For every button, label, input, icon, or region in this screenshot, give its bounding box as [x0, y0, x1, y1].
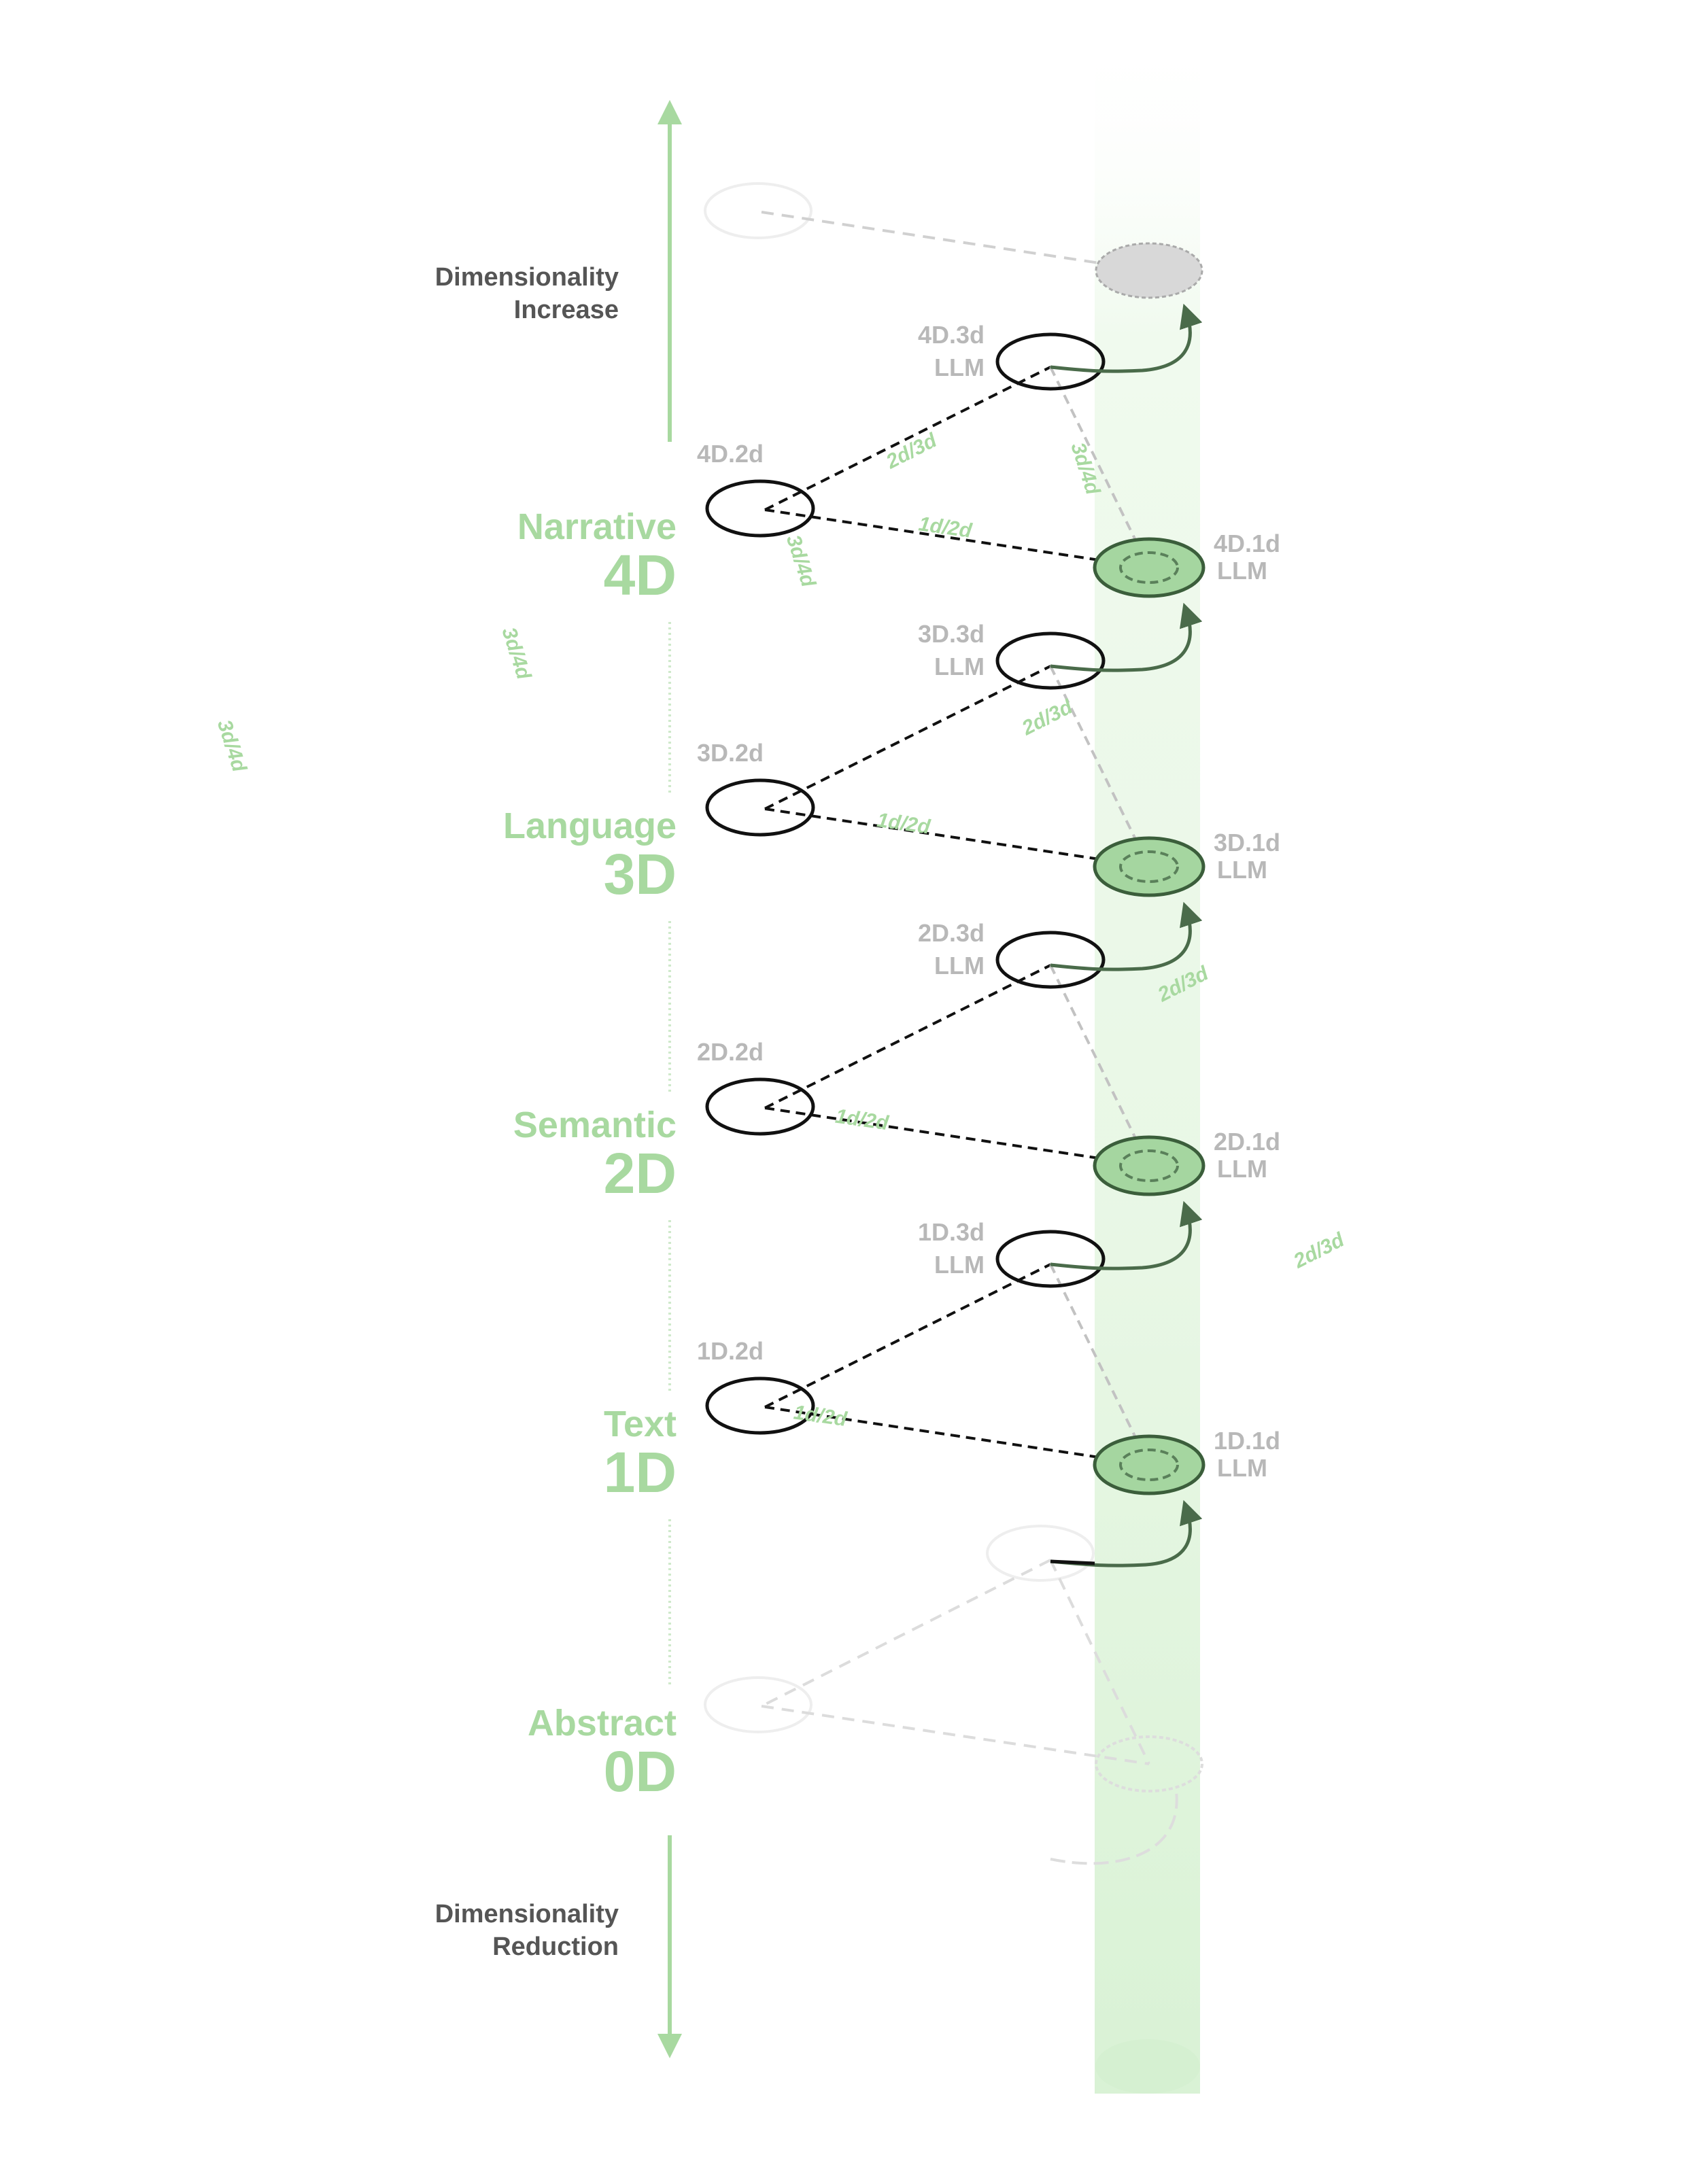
edge-2d-3d: [764, 964, 1051, 1109]
edge-label-3d-4d: 3d/4d: [782, 532, 820, 590]
increase-label-line2: Increase: [514, 296, 619, 324]
node-1d-sublabel: LLM: [1217, 1155, 1267, 1183]
node-1d-sublabel: LLM: [1217, 1454, 1267, 1482]
node-1d-label: 4D.1d: [1214, 530, 1280, 557]
node-2d: [705, 778, 815, 837]
edge-label-3d-4d: 3d/4d: [213, 717, 251, 775]
node-3d-sublabel: LLM: [934, 653, 985, 680]
ascend-arrow: [1050, 303, 1203, 373]
node-1d: [1093, 1135, 1205, 1196]
edge-label-1d-2d: 1d/2d: [917, 513, 974, 542]
node-1d-label: 2D.1d: [1214, 1128, 1280, 1156]
edge-3d-4d: [1049, 965, 1147, 1160]
level-labels: Narrative 4D Language 3D Semantic 2D Tex…: [503, 506, 677, 1803]
level-dim-3d: 3D: [604, 842, 677, 906]
node-1d: [1093, 1434, 1205, 1495]
level-name-abstract: Abstract: [528, 1703, 677, 1744]
increase-label-line1: Dimensionality: [435, 263, 619, 292]
node-1d-inner: [1119, 850, 1179, 883]
node-3d-sublabel: LLM: [934, 353, 985, 381]
ascend-arrow: [1050, 602, 1203, 672]
node-3d: [995, 332, 1106, 391]
node-2d: [705, 1077, 815, 1136]
node-1d-sublabel: LLM: [1217, 856, 1267, 884]
level-dim-4d: 4D: [604, 543, 677, 607]
ascend-arrow-from-0d: [1050, 1500, 1203, 1567]
node-3d-label: 4D.3d: [918, 321, 985, 349]
edge-label-1d-2d: 1d/2d: [792, 1401, 849, 1431]
level-dim-2d: 2D: [604, 1141, 677, 1205]
level-name-text: Text: [604, 1404, 677, 1444]
edge-label-3d-4d: 3d/4d: [497, 625, 535, 682]
node-1d: [1093, 537, 1205, 598]
node-3d: [995, 1230, 1106, 1288]
node-1d: [1093, 836, 1205, 897]
edge-2d-3d: [764, 1263, 1051, 1408]
ghost-unit-bottom: [704, 1525, 1203, 1865]
node-3d: [995, 931, 1106, 989]
edge-label-2d-3d: 2d/3d: [1018, 695, 1076, 740]
edge-label-2d-3d: 2d/3d: [1290, 1228, 1348, 1273]
node-2d-label: 4D.2d: [697, 440, 764, 468]
edge-label-1d-2d: 1d/2d: [876, 809, 932, 839]
edge-2d-3d: [764, 366, 1051, 511]
node-3d-sublabel: LLM: [934, 952, 985, 980]
node-1d-inner: [1119, 551, 1179, 584]
node-3d-label: 3D.3d: [918, 620, 985, 648]
axis-labels: Dimensionality Increase Dimensionality R…: [435, 263, 619, 1961]
level-units: 4D.2d4D.3dLLM4D.1dLLM2d/3d1d/2d3d/4d3D.2…: [213, 303, 1348, 1567]
node-3d-sublabel: LLM: [934, 1251, 985, 1279]
edge-3d-4d: [1049, 1264, 1147, 1459]
edge-2d-1d: [764, 1406, 1150, 1466]
node-2d-label: 2D.2d: [697, 1038, 764, 1066]
node-2d-label: 3D.2d: [697, 739, 764, 767]
node-2d: [705, 1376, 815, 1435]
node-3d-label: 2D.3d: [918, 919, 985, 947]
node-1d-sublabel: LLM: [1217, 557, 1267, 585]
node-1d-inner: [1119, 1149, 1179, 1182]
node-2d-label: 1D.2d: [697, 1337, 764, 1365]
ascend-arrow: [1050, 1200, 1203, 1270]
edge-label-1d-2d: 1d/2d: [834, 1105, 891, 1135]
node-1d-label: 1D.1d: [1214, 1427, 1280, 1455]
ghost-unit-top: [704, 182, 1203, 299]
level-name-semantic: Semantic: [513, 1105, 677, 1145]
node-3d-label: 1D.3d: [918, 1218, 985, 1246]
edge-3d-4d: [1049, 366, 1147, 561]
ascend-arrow: [1050, 901, 1203, 971]
level-dim-0d: 0D: [604, 1739, 677, 1803]
edge-2d-1d: [764, 1107, 1150, 1167]
node-1d-label: 3D.1d: [1214, 829, 1280, 856]
node-3d: [995, 631, 1106, 690]
edge-2d-1d: [764, 508, 1150, 569]
reduction-label-line1: Dimensionality: [435, 1900, 619, 1928]
reduction-label-line2: Reduction: [492, 1932, 619, 1961]
edge-3d-4d: [1049, 665, 1147, 861]
level-name-language: Language: [503, 805, 677, 846]
level-dim-1d: 1D: [604, 1440, 677, 1504]
node-1d-inner: [1119, 1449, 1179, 1481]
top-grey-node: [1095, 242, 1203, 299]
level-name-narrative: Narrative: [517, 506, 677, 547]
edge-2d-1d: [764, 808, 1150, 868]
node-2d: [705, 479, 815, 538]
edge-2d-3d: [764, 665, 1051, 810]
